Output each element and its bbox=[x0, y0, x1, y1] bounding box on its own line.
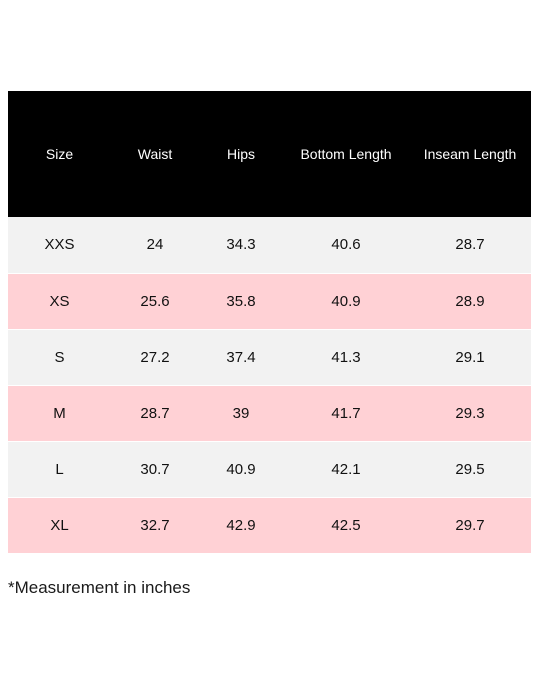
cell-size: M bbox=[8, 384, 111, 441]
header-hips: Hips bbox=[226, 146, 255, 162]
table-header: Size Waist Hips Bottom Length Inseam Len… bbox=[8, 91, 531, 217]
cell-inseam-length: 28.9 bbox=[409, 272, 531, 329]
cell-inseam-length: 29.5 bbox=[409, 440, 531, 497]
cell-inseam-length: 29.3 bbox=[409, 384, 531, 441]
table-row: XXS 24 34.3 40.6 28.7 bbox=[8, 217, 531, 273]
cell-waist: 28.7 bbox=[111, 384, 199, 441]
table-row: XL 32.7 42.9 42.5 29.7 bbox=[8, 496, 531, 553]
header-size: Size bbox=[45, 146, 74, 162]
cell-bottom-length: 42.5 bbox=[283, 496, 409, 553]
cell-bottom-length: 40.9 bbox=[283, 272, 409, 329]
cell-bottom-length: 40.6 bbox=[331, 236, 361, 254]
cell-hips: 37.4 bbox=[199, 328, 283, 385]
size-chart-table: Size Waist Hips Bottom Length Inseam Len… bbox=[8, 91, 531, 553]
cell-waist: 25.6 bbox=[111, 272, 199, 329]
cell-size: XXS bbox=[44, 236, 75, 254]
measurement-footnote: *Measurement in inches bbox=[8, 578, 191, 597]
cell-hips: 40.9 bbox=[199, 440, 283, 497]
cell-bottom-length: 42.1 bbox=[283, 440, 409, 497]
cell-inseam-length: 28.7 bbox=[455, 236, 485, 254]
header-inseam-length: Inseam Length bbox=[423, 146, 517, 162]
header-row: Size Waist Hips Bottom Length Inseam Len… bbox=[8, 91, 531, 217]
cell-size: XS bbox=[8, 272, 111, 329]
cell-hips: 35.8 bbox=[199, 272, 283, 329]
cell-size: XL bbox=[8, 496, 111, 553]
cell-inseam-length: 29.7 bbox=[409, 496, 531, 553]
cell-size: L bbox=[8, 440, 111, 497]
cell-waist: 27.2 bbox=[111, 328, 199, 385]
cell-waist: 32.7 bbox=[111, 496, 199, 553]
cell-size: S bbox=[8, 328, 111, 385]
cell-bottom-length: 41.3 bbox=[283, 328, 409, 385]
header-bottom-length: Bottom Length bbox=[300, 146, 392, 162]
cell-hips: 34.3 bbox=[226, 236, 256, 254]
cell-waist: 30.7 bbox=[111, 440, 199, 497]
table-row: S 27.2 37.4 41.3 29.1 bbox=[8, 328, 531, 385]
cell-inseam-length: 29.1 bbox=[409, 328, 531, 385]
header-waist: Waist bbox=[137, 146, 173, 162]
cell-bottom-length: 41.7 bbox=[283, 384, 409, 441]
table-row: M 28.7 39 41.7 29.3 bbox=[8, 384, 531, 441]
cell-hips: 42.9 bbox=[199, 496, 283, 553]
table-row: L 30.7 40.9 42.1 29.5 bbox=[8, 440, 531, 497]
table-row: XS 25.6 35.8 40.9 28.9 bbox=[8, 272, 531, 329]
cell-hips: 39 bbox=[199, 384, 283, 441]
table-body: XXS 24 34.3 40.6 28.7 XS 25.6 35.8 40.9 … bbox=[8, 217, 531, 553]
cell-waist: 24 bbox=[146, 236, 164, 254]
